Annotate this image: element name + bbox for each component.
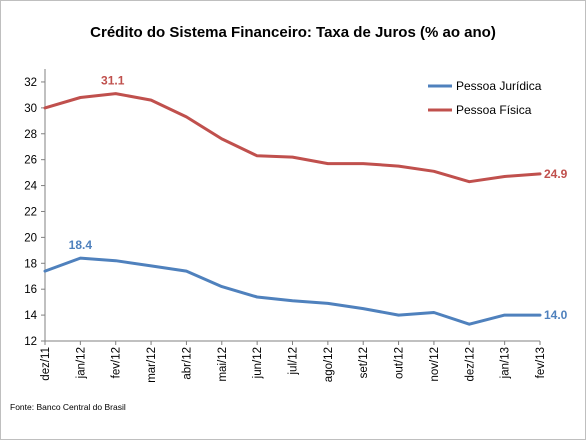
data-label: 14.0 — [544, 308, 568, 322]
x-tick-label: fev/12 — [111, 347, 123, 378]
data-label: 18.4 — [69, 238, 93, 252]
x-tick-label: jan/13 — [500, 347, 512, 379]
y-tick-label: 28 — [24, 129, 37, 141]
y-tick-label: 26 — [24, 155, 37, 167]
x-tick-label: ago/12 — [323, 347, 335, 382]
x-tick-label: jun/12 — [252, 347, 264, 379]
x-tick-label: fev/13 — [535, 347, 547, 378]
x-tick-label: mar/12 — [146, 347, 158, 383]
y-tick-label: 20 — [24, 232, 37, 244]
x-tick-label: mai/12 — [217, 347, 229, 382]
source-note: Fonte: Banco Central do Brasil — [10, 402, 126, 412]
legend-label: Pessoa Jurídica — [456, 79, 542, 93]
x-tick-label: dez/11 — [40, 347, 52, 381]
data-label: 31.1 — [101, 74, 125, 88]
series-line-pessoa-fisica — [43, 92, 542, 184]
x-tick-label: nov/12 — [429, 347, 441, 382]
y-tick-label: 30 — [24, 103, 37, 115]
y-tick-label: 18 — [24, 258, 37, 270]
x-tick-label: set/12 — [358, 347, 370, 378]
chart-title: Crédito do Sistema Financeiro: Taxa de J… — [90, 24, 496, 41]
y-tick-label: 12 — [24, 336, 37, 348]
y-tick-label: 14 — [24, 310, 37, 322]
x-tick-label: dez/12 — [464, 347, 476, 382]
x-tick-label: abr/12 — [181, 347, 193, 380]
data-label: 24.9 — [544, 167, 568, 181]
y-tick-label: 32 — [24, 77, 37, 89]
y-tick-label: 24 — [24, 181, 37, 193]
x-tick-label: jul/12 — [288, 347, 300, 376]
legend-label: Pessoa Física — [456, 103, 532, 117]
y-tick-label: 22 — [24, 206, 37, 218]
series-line-pessoa-juridica — [43, 256, 542, 326]
y-tick-label: 16 — [24, 284, 37, 296]
x-tick-label: jan/12 — [75, 347, 87, 379]
x-tick-label: out/12 — [394, 347, 406, 379]
